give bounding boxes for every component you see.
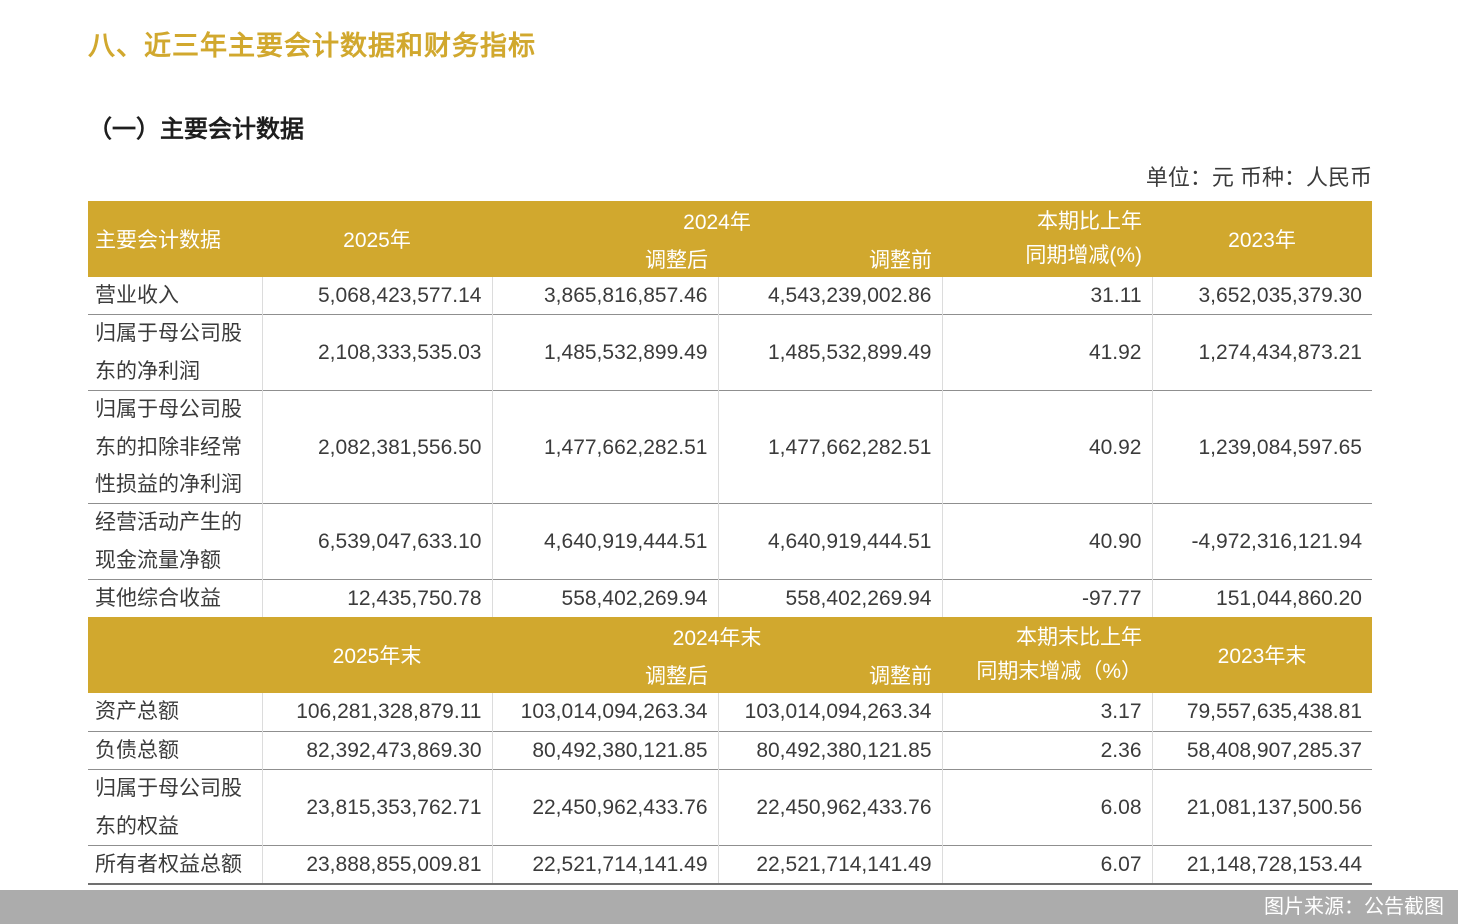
source-badge: 图片来源：公告截图 <box>0 890 1458 924</box>
cell-2025: 23,888,855,009.81 <box>261 844 492 886</box>
row-label: 归属于母公司股东的扣除非经常性损益的净利润 <box>88 390 262 504</box>
header-change-line2: 同期增减(%) <box>1025 244 1142 267</box>
header-2025-end: 2025年末 <box>262 617 492 694</box>
header-2023: 2023年 <box>1152 201 1372 277</box>
cell-2023: 21,081,137,500.56 <box>1151 769 1372 846</box>
cell-2025: 23,815,353,762.71 <box>261 769 492 846</box>
unit-note: 单位：元 币种：人民币 <box>1145 165 1372 190</box>
table-row: 归属于母公司股东的扣除非经常性损益的净利润 2,082,381,556.50 1… <box>88 390 1372 504</box>
header-2024-group: 2024年 <box>492 201 942 241</box>
cell-change: 40.90 <box>941 503 1152 580</box>
cell-change: 6.08 <box>941 769 1152 846</box>
cell-change: -97.77 <box>941 579 1152 618</box>
cell-change: 3.17 <box>941 693 1152 732</box>
header-2023-end: 2023年末 <box>1152 617 1372 694</box>
header-metric-label: 主要会计数据 <box>88 201 262 277</box>
cell-2024-before: 22,450,962,433.76 <box>717 769 942 846</box>
cell-2024-adjusted: 103,014,094,263.34 <box>491 693 718 732</box>
cell-2025: 2,082,381,556.50 <box>261 390 492 504</box>
cell-2023: 1,239,084,597.65 <box>1151 390 1372 504</box>
cell-2024-adjusted: 22,450,962,433.76 <box>491 769 718 846</box>
header-metric-label <box>88 617 262 694</box>
cell-2025: 6,539,047,633.10 <box>261 503 492 580</box>
table-row: 负债总额 82,392,473,869.30 80,492,380,121.85… <box>88 730 1372 770</box>
header-2024-adjusted: 调整后 <box>492 241 718 277</box>
cell-2023: 3,652,035,379.30 <box>1151 277 1372 315</box>
header-band2-sub: 调整后 调整前 <box>88 657 1372 694</box>
row-label: 经营活动产生的现金流量净额 <box>88 503 262 580</box>
cell-2024-before: 4,543,239,002.86 <box>717 277 942 315</box>
header-change-line1: 本期比上年 <box>1037 210 1142 233</box>
row-label: 资产总额 <box>88 693 262 732</box>
cell-change: 6.07 <box>941 844 1152 886</box>
header-band2-top: 2025年末 2024年末 本期末比上年 同期末增减（%） 2023年末 <box>88 617 1372 694</box>
row-label: 负债总额 <box>88 730 262 770</box>
table-row: 所有者权益总额 23,888,855,009.81 22,521,714,141… <box>88 844 1372 886</box>
cell-2024-adjusted: 22,521,714,141.49 <box>491 844 718 886</box>
cell-2025: 5,068,423,577.14 <box>261 277 492 315</box>
table-row: 资产总额 106,281,328,879.11 103,014,094,263.… <box>88 693 1372 732</box>
row-label: 归属于母公司股东的净利润 <box>88 314 262 391</box>
header-band1-sub: 调整后 调整前 <box>88 241 1372 277</box>
table-row: 归属于母公司股东的权益 23,815,353,762.71 22,450,962… <box>88 769 1372 846</box>
page-title: 八、近三年主要会计数据和财务指标 <box>88 31 536 61</box>
cell-2024-before: 22,521,714,141.49 <box>717 844 942 886</box>
cell-2023: -4,972,316,121.94 <box>1151 503 1372 580</box>
cell-change: 2.36 <box>941 730 1152 770</box>
cell-2024-before: 1,477,662,282.51 <box>717 390 942 504</box>
row-label: 其他综合收益 <box>88 579 262 618</box>
cell-2024-before: 80,492,380,121.85 <box>717 730 942 770</box>
cell-2023: 21,148,728,153.44 <box>1151 844 1372 886</box>
cell-2024-adjusted: 558,402,269.94 <box>491 579 718 618</box>
row-label: 营业收入 <box>88 277 262 315</box>
header-2024-before: 调整前 <box>718 241 942 277</box>
cell-2024-adjusted: 1,485,532,899.49 <box>491 314 718 391</box>
cell-2023: 151,044,860.20 <box>1151 579 1372 618</box>
header-change-end-line2: 同期末增减（%） <box>976 660 1142 684</box>
cell-2025: 2,108,333,535.03 <box>261 314 492 391</box>
header-2024-end-adjusted: 调整后 <box>492 657 718 694</box>
cell-2024-before: 1,485,532,899.49 <box>717 314 942 391</box>
header-2025: 2025年 <box>262 201 492 277</box>
cell-change: 40.92 <box>941 390 1152 504</box>
cell-2024-before: 103,014,094,263.34 <box>717 693 942 732</box>
header-2024-end-group: 2024年末 <box>492 617 942 658</box>
cell-2024-adjusted: 3,865,816,857.46 <box>491 277 718 315</box>
cell-2023: 1,274,434,873.21 <box>1151 314 1372 391</box>
header-2024-end-before: 调整前 <box>718 657 942 694</box>
header-change-end: 本期末比上年 同期末增减（%） <box>942 617 1152 694</box>
cell-2024-adjusted: 80,492,380,121.85 <box>491 730 718 770</box>
header-change: 本期比上年 同期增减(%) <box>942 201 1152 277</box>
cell-2023: 79,557,635,438.81 <box>1151 693 1372 732</box>
table-row: 其他综合收益 12,435,750.78 558,402,269.94 558,… <box>88 579 1372 618</box>
cell-change: 31.11 <box>941 277 1152 315</box>
section-subtitle: （一）主要会计数据 <box>88 116 304 143</box>
cell-2025: 106,281,328,879.11 <box>261 693 492 732</box>
row-label: 归属于母公司股东的权益 <box>88 769 262 846</box>
cell-change: 41.92 <box>941 314 1152 391</box>
table-row: 营业收入 5,068,423,577.14 3,865,816,857.46 4… <box>88 277 1372 315</box>
accounting-table: 主要会计数据 2025年 2024年 本期比上年 同期增减(%) 2023年 调… <box>88 201 1372 886</box>
cell-2024-adjusted: 4,640,919,444.51 <box>491 503 718 580</box>
row-label: 所有者权益总额 <box>88 844 262 886</box>
cell-2025: 82,392,473,869.30 <box>261 730 492 770</box>
header-band1-top: 主要会计数据 2025年 2024年 本期比上年 同期增减(%) 2023年 <box>88 201 1372 277</box>
cell-2023: 58,408,907,285.37 <box>1151 730 1372 770</box>
cell-2024-adjusted: 1,477,662,282.51 <box>491 390 718 504</box>
cell-2024-before: 558,402,269.94 <box>717 579 942 618</box>
table-row: 归属于母公司股东的净利润 2,108,333,535.03 1,485,532,… <box>88 314 1372 391</box>
header-change-end-line1: 本期末比上年 <box>1016 626 1142 650</box>
document-content: 八、近三年主要会计数据和财务指标 （一）主要会计数据 单位：元 币种：人民币 主… <box>88 24 1372 886</box>
cell-2024-before: 4,640,919,444.51 <box>717 503 942 580</box>
cell-2025: 12,435,750.78 <box>261 579 492 618</box>
table-row: 经营活动产生的现金流量净额 6,539,047,633.10 4,640,919… <box>88 503 1372 580</box>
